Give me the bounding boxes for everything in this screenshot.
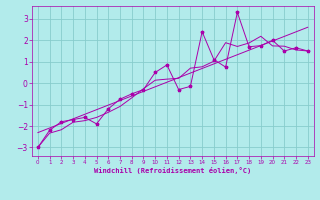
X-axis label: Windchill (Refroidissement éolien,°C): Windchill (Refroidissement éolien,°C) <box>94 167 252 174</box>
